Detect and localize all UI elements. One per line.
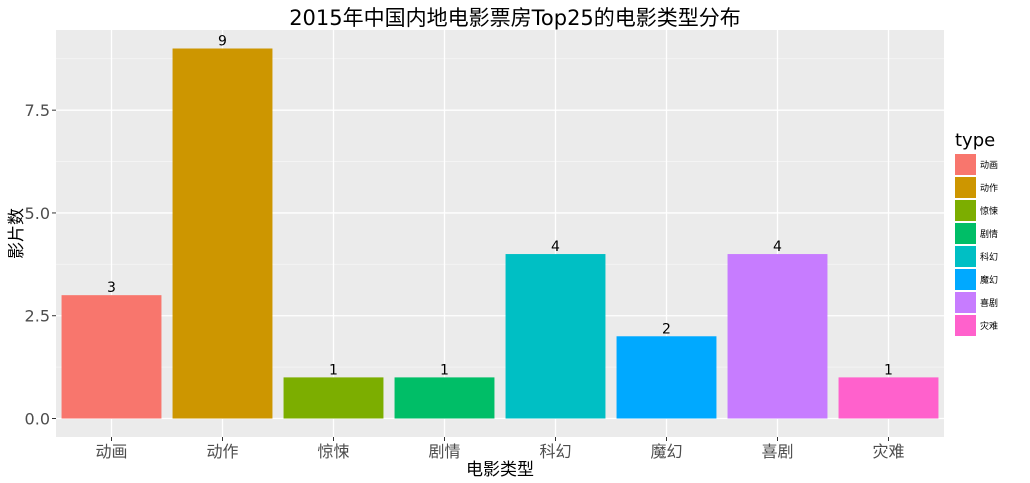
legend-key [955, 315, 976, 336]
bar-2 [283, 377, 384, 419]
x-tick-label: 喜剧 [761, 442, 793, 461]
legend-label: 动作 [980, 184, 999, 194]
x-axis-title: 电影类型 [466, 460, 534, 480]
x-tick-label: 魔幻 [650, 442, 682, 461]
bar-5 [616, 336, 717, 419]
legend-key [955, 154, 976, 175]
legend-item: 魔幻 [955, 268, 998, 291]
legend-key [955, 223, 976, 244]
x-tick-label: 灾难 [872, 442, 904, 461]
legend-item: 喜剧 [955, 291, 998, 314]
legend-label: 科幻 [980, 253, 999, 263]
y-axis-title: 影片数 [7, 208, 27, 259]
y-tick-label: 2.5 [25, 307, 50, 326]
legend-key [955, 177, 976, 198]
data-label: 1 [329, 362, 338, 378]
x-tick-label: 动画 [95, 442, 127, 461]
y-tick-label: 5.0 [25, 204, 50, 223]
legend-title: type [955, 130, 996, 151]
x-tick-label: 动作 [206, 442, 238, 461]
chart-title: 2015年中国内地电影票房Top25的电影类型分布 [289, 6, 741, 30]
legend-item: 动画 [955, 153, 998, 176]
y-tick-label: 0.0 [25, 410, 50, 429]
legend-key [955, 292, 976, 313]
legend-key [955, 200, 976, 221]
bar-1 [172, 48, 273, 419]
x-tick-label: 惊悚 [317, 442, 349, 461]
legend-label: 剧情 [980, 230, 999, 240]
legend-label: 灾难 [980, 322, 999, 332]
legend: type 动画动作惊悚剧情科幻魔幻喜剧灾难 [955, 130, 998, 337]
legend-item: 惊悚 [955, 199, 998, 222]
legend-item: 动作 [955, 176, 998, 199]
data-label: 1 [884, 362, 893, 378]
bar-4 [505, 254, 606, 419]
x-tick-label: 剧情 [428, 442, 460, 461]
legend-label: 喜剧 [980, 299, 999, 309]
legend-item: 剧情 [955, 222, 998, 245]
data-label: 2 [662, 321, 671, 337]
legend-label: 魔幻 [980, 276, 999, 286]
y-tick-label: 7.5 [25, 101, 50, 120]
data-label: 4 [551, 239, 560, 255]
x-tick-label: 科幻 [539, 442, 571, 461]
data-label: 1 [440, 362, 449, 378]
legend-key [955, 269, 976, 290]
data-label: 4 [773, 239, 782, 255]
bar-7 [838, 377, 939, 419]
legend-key [955, 246, 976, 267]
legend-label: 动画 [980, 161, 999, 171]
bar-6 [727, 254, 828, 419]
legend-items: 动画动作惊悚剧情科幻魔幻喜剧灾难 [955, 153, 998, 337]
legend-item: 灾难 [955, 314, 998, 337]
bar-0 [61, 295, 162, 419]
data-label: 9 [218, 34, 227, 50]
legend-label: 惊悚 [980, 207, 999, 217]
legend-item: 科幻 [955, 245, 998, 268]
data-label: 3 [107, 280, 116, 296]
bar-3 [394, 377, 495, 419]
